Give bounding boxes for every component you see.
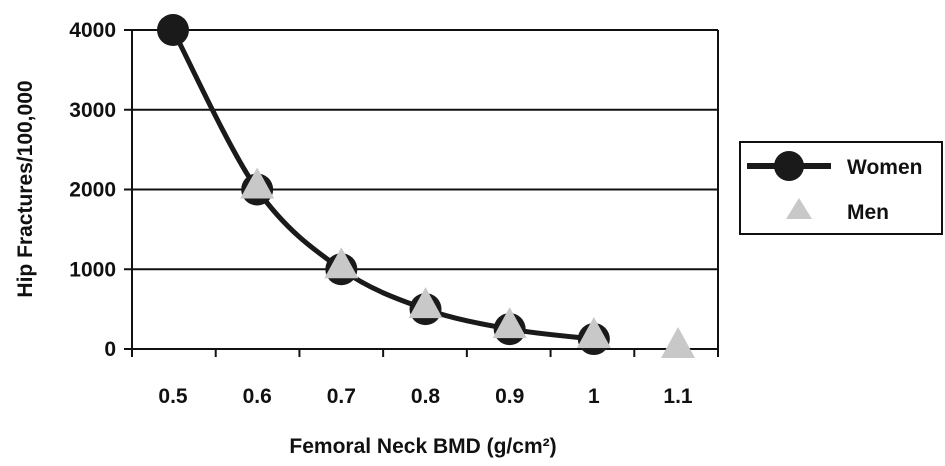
x-tick-labels: 0.5 0.6 0.7 0.8 0.9 1 1.1 [158, 385, 693, 408]
legend-men-label: Men [847, 201, 889, 224]
legend-women-label: Women [847, 156, 922, 179]
y-tick-label: 0 [104, 338, 116, 361]
legend-men-marker [786, 198, 812, 219]
axes [124, 29, 719, 357]
y-tick-labels: 0 1000 2000 3000 4000 [69, 19, 116, 361]
x-tick-label: 0.9 [495, 385, 524, 408]
grid-lines [132, 29, 718, 271]
legend: Women Men [739, 141, 943, 235]
x-tick-label: 0.7 [327, 385, 356, 408]
legend-box [739, 141, 943, 235]
x-tick-label: 0.6 [243, 385, 272, 408]
men-data-point [408, 287, 443, 319]
y-tick-label: 1000 [69, 258, 116, 281]
y-axis-title: Hip Fractures/100,000 [14, 80, 37, 297]
men-data-point [492, 307, 527, 339]
women-data-point [157, 14, 189, 46]
men-data-point [240, 167, 275, 199]
series-layer [157, 14, 696, 358]
men-data-point [576, 317, 611, 349]
y-tick-label: 3000 [69, 99, 116, 122]
x-tick-label: 1 [588, 385, 600, 408]
x-tick-label: 0.5 [158, 385, 188, 408]
y-tick-label: 2000 [69, 179, 116, 202]
x-tick-label: 0.8 [411, 385, 441, 408]
women-series-line [170, 28, 595, 342]
men-data-point [661, 327, 696, 358]
legend-women-marker [774, 151, 804, 181]
x-axis-title: Femoral Neck BMD (g/cm²) [289, 435, 556, 458]
men-data-point [324, 247, 359, 279]
x-tick-label: 1.1 [663, 385, 693, 408]
y-tick-label: 4000 [69, 19, 116, 42]
